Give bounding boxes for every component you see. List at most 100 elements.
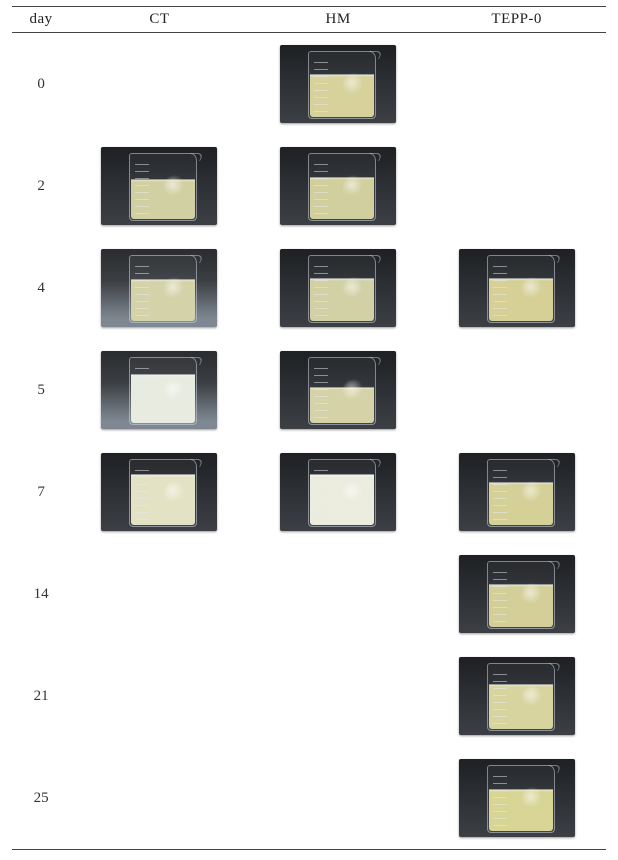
sample-cell [70,33,249,136]
sample-cell [249,543,428,645]
beaker-photo [280,45,396,123]
sample-cell [70,645,249,747]
beaker-glass [308,255,376,323]
day-cell: 5 [12,339,70,441]
beaker-glass [129,255,197,323]
sample-cell [70,339,249,441]
sample-cell [249,339,428,441]
beaker-photo [101,453,217,531]
beaker-photo [101,147,217,225]
day-cell: 0 [12,33,70,136]
beaker-glass [487,561,555,629]
header-row: day CT HM TEPP-0 [12,7,606,33]
beaker-photo [459,657,575,735]
table-row: 5 [12,339,606,441]
sample-cell [427,747,606,850]
header-col-ct: CT [70,7,249,33]
beaker-gradations [493,470,507,520]
sample-cell [427,645,606,747]
beaker-gradations [493,266,507,316]
beaker-reflection [522,686,544,708]
beaker-glass [487,459,555,527]
beaker-glass [308,357,376,425]
day-cell: 14 [12,543,70,645]
beaker-photo [280,249,396,327]
beaker-photo [101,249,217,327]
beaker-gradations [493,776,507,826]
beaker-reflection [522,584,544,606]
day-cell: 2 [12,135,70,237]
sample-cell [70,237,249,339]
beaker-gradations [314,164,328,214]
table-row: 0 [12,33,606,136]
table-row: 21 [12,645,606,747]
sample-cell [427,441,606,543]
sample-cell [249,441,428,543]
beaker-photo [459,555,575,633]
beaker-glass [487,663,555,731]
sample-cell [249,237,428,339]
beaker-glass [129,153,197,221]
beaker-glass [487,255,555,323]
beaker-glass [129,459,197,527]
beaker-gradations [135,368,149,418]
beaker-gradations [135,266,149,316]
sample-cell [427,339,606,441]
beaker-reflection [343,278,365,300]
sample-cell [70,441,249,543]
beaker-photo [280,453,396,531]
beaker-photo [280,147,396,225]
beaker-glass [308,153,376,221]
beaker-gradations [493,572,507,622]
beaker-photo [459,759,575,837]
sample-cell [70,543,249,645]
table-row: 14 [12,543,606,645]
table-row: 7 [12,441,606,543]
sample-cell [427,543,606,645]
table-body: 0 2 4 [12,33,606,850]
beaker-reflection [343,482,365,504]
beaker-glass [129,357,197,425]
beaker-gradations [314,368,328,418]
table-row: 4 [12,237,606,339]
day-cell: 4 [12,237,70,339]
beaker-photo [101,351,217,429]
experiment-table: day CT HM TEPP-0 0 2 [12,6,606,850]
day-cell: 21 [12,645,70,747]
beaker-glass [487,765,555,833]
beaker-reflection [343,380,365,402]
day-cell: 7 [12,441,70,543]
beaker-photo [459,249,575,327]
table-row: 2 [12,135,606,237]
header-day: day [12,7,70,33]
sample-cell [249,645,428,747]
beaker-gradations [493,674,507,724]
table-row: 25 [12,747,606,850]
beaker-photo [280,351,396,429]
beaker-gradations [135,470,149,520]
sample-cell [249,135,428,237]
sample-cell [70,135,249,237]
beaker-gradations [314,470,328,520]
table-wrap: day CT HM TEPP-0 0 2 [0,0,618,860]
beaker-reflection [522,482,544,504]
beaker-gradations [135,164,149,214]
sample-cell [427,237,606,339]
beaker-reflection [522,788,544,810]
sample-cell [427,33,606,136]
day-cell: 25 [12,747,70,850]
header-col-tepp0: TEPP-0 [427,7,606,33]
beaker-glass [308,51,376,119]
sample-cell [70,747,249,850]
beaker-reflection [522,278,544,300]
beaker-reflection [343,176,365,198]
beaker-glass [308,459,376,527]
beaker-gradations [314,62,328,112]
sample-cell [249,747,428,850]
sample-cell [427,135,606,237]
header-col-hm: HM [249,7,428,33]
sample-cell [249,33,428,136]
beaker-gradations [314,266,328,316]
beaker-photo [459,453,575,531]
beaker-reflection [343,74,365,96]
